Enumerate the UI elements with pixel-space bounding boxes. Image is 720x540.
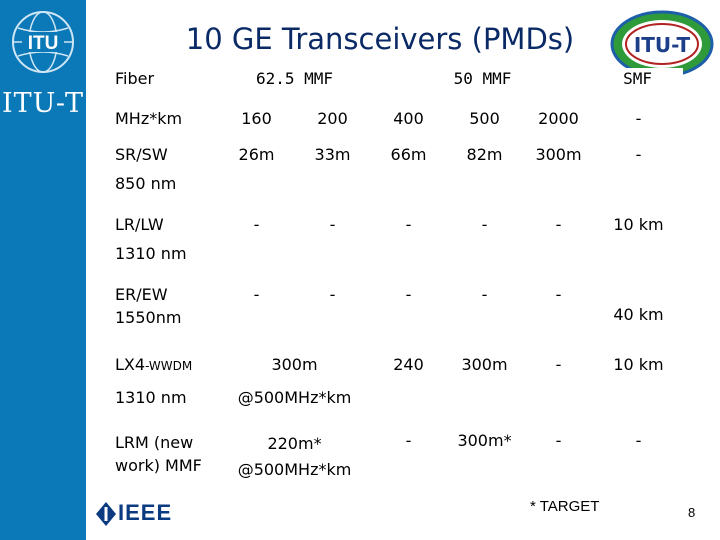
table-cell: - <box>370 430 447 513</box>
row-label-main: SR/SW <box>115 145 168 165</box>
table-row-srsw: SR/SW 850 nm 26m 33m 66m 82m 300m - <box>110 144 683 215</box>
page-number: 8 <box>688 505 696 520</box>
row-label: ER/EW 1550nm <box>110 284 219 355</box>
table-cell: - <box>522 284 595 355</box>
header-50-mmf: 50 MMF <box>370 68 595 109</box>
row-label-suffix: -WWDM <box>145 359 193 373</box>
stamp-text: ITU-T <box>634 33 691 57</box>
table-cell: 300m* <box>446 430 523 513</box>
slide-title: 10 GE Transceivers (PMDs) <box>185 22 575 56</box>
row-label-main: LR/LW <box>115 215 164 235</box>
table-cell: - <box>594 108 683 145</box>
org-label: ITU-T <box>1 88 85 119</box>
table-cell: 10 km <box>594 214 683 285</box>
table-cell: 26m <box>218 144 295 215</box>
table-cell: 10 km <box>594 354 683 431</box>
itu-stamp-logo: ITU-T <box>610 10 714 78</box>
table-cell: - <box>294 284 371 355</box>
table-cell: - <box>218 284 295 355</box>
itu-globe-icon: ITU <box>12 11 74 73</box>
table-cell: 200 <box>294 108 371 145</box>
ieee-logo: IEEE <box>96 500 186 528</box>
table-cell: - <box>370 284 447 355</box>
table-cell: 2000 <box>522 108 595 145</box>
cell-value: 300m <box>271 355 318 375</box>
itu-logo-text: ITU <box>28 33 59 54</box>
row-label-sub: 1310 nm <box>115 388 187 407</box>
row-label: LX4-WWDM 1310 nm <box>110 354 219 431</box>
header-62-5-mmf: 62.5 MMF <box>218 68 371 109</box>
row-label-sub: 850 nm <box>115 174 177 193</box>
header-smf: SMF <box>594 68 683 109</box>
table-cell: - <box>446 214 523 285</box>
table-cell: 33m <box>294 144 371 215</box>
row-label-main: LX4 <box>115 355 146 375</box>
table-row-mhz: MHz*km 160 200 400 500 2000 - <box>110 108 683 145</box>
cell-note: @500MHz*km <box>237 460 352 479</box>
table-cell: - <box>370 214 447 285</box>
row-label: SR/SW 850 nm <box>110 144 219 215</box>
row-label-sub: 1310 nm <box>115 244 187 263</box>
table-cell-merged: 300m @500MHz*km <box>218 354 371 431</box>
cell-note: @500MHz*km <box>237 388 352 407</box>
table-cell: - <box>522 214 595 285</box>
sidebar: ITU ITU-T <box>0 0 86 540</box>
row-label: LRM (new work) MMF <box>110 430 219 513</box>
table-cell: - <box>522 354 595 431</box>
row-label-main: ER/EW <box>115 285 168 305</box>
table-cell: 82m <box>446 144 523 215</box>
table-cell: 400 <box>370 108 447 145</box>
row-label-sub: 1550nm <box>115 308 182 327</box>
row-label: LR/LW 1310 nm <box>110 214 219 285</box>
table-cell: 66m <box>370 144 447 215</box>
table-cell: 40 km <box>594 284 683 355</box>
table-row-header: Fiber 62.5 MMF 50 MMF SMF <box>110 68 683 109</box>
cell-value: 220m* <box>267 434 322 453</box>
ieee-diamond-icon <box>96 502 116 526</box>
footnote-target: * TARGET <box>530 498 600 515</box>
table-row-lrm: LRM (new work) MMF 220m* @500MHz*km - 30… <box>110 430 683 513</box>
row-label: MHz*km <box>110 108 219 145</box>
pmd-table: Fiber 62.5 MMF 50 MMF SMF MHz*km 160 200… <box>110 68 683 513</box>
header-fiber: Fiber <box>110 68 219 109</box>
table-cell: - <box>594 144 683 215</box>
ieee-text: IEEE <box>118 500 173 525</box>
table-cell: 160 <box>218 108 295 145</box>
table-row-erew: ER/EW 1550nm - - - - - 40 km <box>110 284 683 355</box>
table-cell: 500 <box>446 108 523 145</box>
table-cell: - <box>294 214 371 285</box>
table-cell: 300m <box>446 354 523 431</box>
table-cell: 300m <box>522 144 595 215</box>
table-cell: - <box>218 214 295 285</box>
table-cell: - <box>446 284 523 355</box>
table-row-lrlw: LR/LW 1310 nm - - - - - 10 km <box>110 214 683 285</box>
table-cell: 240 <box>370 354 447 431</box>
table-cell-merged: 220m* @500MHz*km <box>218 430 371 513</box>
table-cell: - <box>522 430 595 513</box>
table-row-lx4: LX4-WWDM 1310 nm 300m @500MHz*km 240 300… <box>110 354 683 431</box>
table-cell: - <box>594 430 683 513</box>
